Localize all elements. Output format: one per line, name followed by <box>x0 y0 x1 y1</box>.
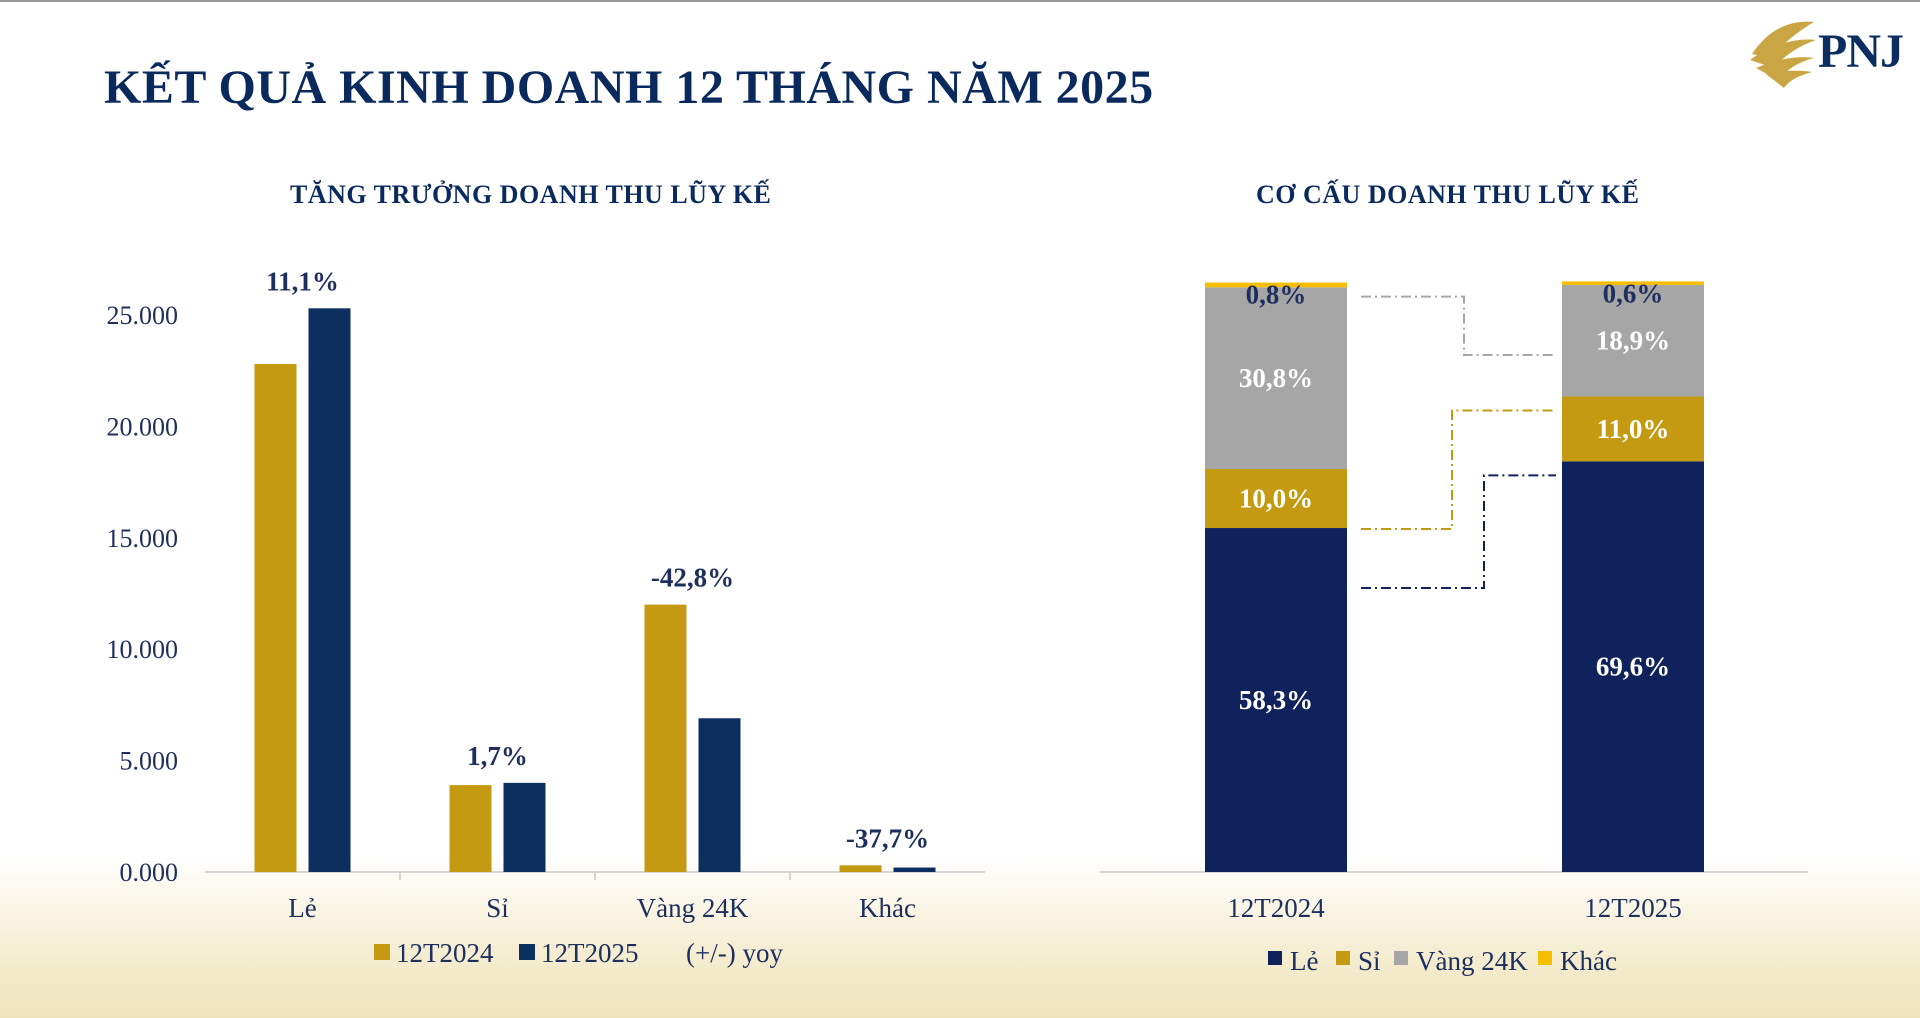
y-tick-label: 0.000 <box>120 858 179 887</box>
legend-swatch <box>1268 951 1282 965</box>
bar-12t2024 <box>644 604 687 872</box>
left-chart-title: TĂNG TRƯỞNG DOANH THU LŨY KẾ <box>290 180 772 209</box>
yoy-growth-label: 11,1% <box>266 266 339 296</box>
right-chart-title: CƠ CẤU DOANH THU LŨY KẾ <box>1256 180 1640 209</box>
top-divider-line <box>0 0 1920 2</box>
bar-12t2025 <box>698 718 741 872</box>
segment-value-label: 0,6% <box>1603 278 1664 308</box>
legend-swatch <box>1394 951 1408 965</box>
legend-label: Khác <box>1560 946 1617 976</box>
legend-swatch <box>1538 951 1552 965</box>
y-tick-label: 10.000 <box>107 635 179 664</box>
bar-12t2024 <box>839 865 882 872</box>
legend-label: Lẻ <box>1290 946 1318 976</box>
segment-value-label: 30,8% <box>1239 363 1313 393</box>
y-tick-label: 15.000 <box>107 524 179 553</box>
segment-value-label: 11,0% <box>1597 414 1670 444</box>
x-category-label: 12T2025 <box>1584 893 1682 923</box>
segment-value-label: 10,0% <box>1239 484 1313 514</box>
y-tick-label: 5.000 <box>120 747 179 776</box>
legend-label: Sỉ <box>1358 946 1381 976</box>
page-title: KẾT QUẢ KINH DOANH 12 THÁNG NĂM 2025 <box>104 61 1154 114</box>
x-category-label: Vàng 24K <box>637 893 749 923</box>
stack-segment-khác <box>1562 281 1704 285</box>
yoy-growth-label: 1,7% <box>467 741 528 771</box>
y-tick-label: 25.000 <box>107 301 179 330</box>
legend-label: Vàng 24K <box>1416 946 1528 976</box>
connector-line <box>1361 295 1556 356</box>
yoy-growth-label: -37,7% <box>846 823 929 853</box>
legend-label: 12T2025 <box>541 938 639 968</box>
pnj-logo-icon <box>1750 21 1816 88</box>
bar-12t2024 <box>254 364 297 872</box>
x-category-label: Khác <box>859 893 916 923</box>
x-category-label: 12T2024 <box>1227 893 1325 923</box>
stack-segment-sỉ <box>1562 396 1704 462</box>
logo-text: PNJ <box>1818 25 1904 78</box>
connector-line <box>1361 409 1556 531</box>
bar-12t2025 <box>308 308 351 872</box>
x-category-label: Lẻ <box>288 893 316 923</box>
stack-segment-lẻ <box>1205 528 1347 872</box>
stack-segment-vàng-24k <box>1562 284 1704 397</box>
legend-swatch <box>1336 951 1350 965</box>
bar-12t2025 <box>503 782 546 872</box>
legend-swatch <box>519 944 535 960</box>
legend-label: 12T2024 <box>396 938 494 968</box>
stack-segment-vàng-24k <box>1205 287 1347 470</box>
legend-swatch <box>374 944 390 960</box>
segment-value-label: 69,6% <box>1596 652 1670 682</box>
stack-segment-sỉ <box>1205 469 1347 529</box>
bar-12t2025 <box>893 867 936 872</box>
legend-label-yoy: (+/-) yoy <box>686 938 783 968</box>
segment-value-label: 58,3% <box>1239 685 1313 715</box>
segment-value-label: 0,8% <box>1246 280 1307 310</box>
yoy-growth-label: -42,8% <box>651 563 734 593</box>
x-category-label: Sỉ <box>486 893 509 923</box>
segment-value-label: 18,9% <box>1596 326 1670 356</box>
y-tick-label: 20.000 <box>107 412 179 441</box>
connector-line <box>1361 474 1556 590</box>
bar-12t2024 <box>449 785 492 872</box>
stack-segment-lẻ <box>1562 461 1704 872</box>
stack-segment-khác <box>1205 282 1347 288</box>
